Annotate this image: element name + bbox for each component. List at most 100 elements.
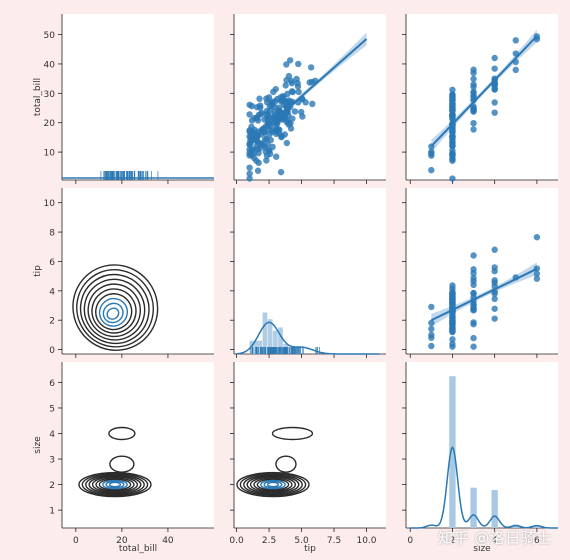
panel-background — [406, 362, 558, 528]
scatter-point — [295, 60, 302, 68]
scatter-point — [289, 88, 297, 96]
scatter-point — [512, 37, 519, 44]
scatter-point — [449, 282, 456, 289]
scatter-point — [265, 94, 273, 101]
panel-total_bill-vs-size — [402, 14, 558, 184]
scatter-point — [470, 289, 477, 297]
scatter-point — [283, 61, 290, 68]
scatter-point — [270, 88, 277, 96]
y-tick-label: 40 — [44, 60, 56, 70]
scatter-point — [428, 319, 435, 327]
kde-contour — [249, 476, 297, 493]
scatter-point — [491, 86, 498, 93]
panel-total_bill-vs-tip — [230, 14, 386, 184]
x-axis-label-tip: tip — [304, 544, 316, 554]
regression-line — [248, 38, 368, 143]
y-tick-label: 8 — [49, 229, 55, 239]
y-tick-label: 50 — [44, 31, 56, 41]
regression-line — [430, 35, 538, 147]
y-tick-label: 6 — [49, 379, 55, 389]
scatter-point — [256, 102, 264, 109]
scatter-point — [266, 103, 273, 110]
y-tick-label: 10 — [44, 199, 56, 209]
scatter-point — [272, 97, 279, 105]
scatter-point — [246, 164, 253, 171]
y-tick-label: 2 — [49, 317, 55, 327]
scatter-point — [294, 79, 301, 87]
scatter-point — [278, 132, 286, 140]
scatter-point — [512, 66, 519, 74]
scatter-point — [491, 246, 498, 253]
scatter-point — [449, 113, 456, 120]
scatter-point — [491, 315, 498, 322]
kde-contour — [108, 426, 136, 441]
scatter-point — [273, 153, 280, 160]
scatter-point — [449, 147, 456, 154]
panel-tip-vs-total_bill: 0 2 4 6 8 10 tip — [33, 188, 214, 358]
x-tick-label: 40 — [162, 536, 174, 546]
scatter-point — [309, 100, 316, 108]
scatter-point — [261, 116, 268, 123]
kde-contour — [98, 297, 129, 327]
kde-contour — [102, 479, 128, 490]
histogram-bar — [278, 327, 283, 354]
histogram-bar — [470, 487, 477, 528]
scatter-point — [470, 92, 477, 100]
histogram-bar — [533, 525, 541, 528]
scatter-point — [263, 157, 270, 164]
scatter-point — [470, 108, 477, 115]
scatter-point — [428, 325, 435, 333]
kde-contour — [256, 478, 290, 491]
scatter-point — [449, 175, 456, 182]
y-tick-label: 30 — [44, 90, 56, 100]
panel-size-vs-total_bill: 1 2 3 4 5 6 0 20 40 size total_bill — [33, 362, 214, 554]
x-axis-label-size: size — [473, 544, 491, 554]
scatter-point — [449, 291, 456, 299]
kde-contour — [266, 481, 280, 488]
scatter-point — [295, 88, 302, 96]
kde-contour — [260, 479, 286, 490]
x-tick-label: 4 — [492, 536, 498, 546]
x-tick-label: 20 — [116, 536, 128, 546]
scatter-point — [491, 109, 498, 116]
x-tick-label: 0.0 — [229, 536, 244, 546]
x-tick-label: 7.5 — [327, 536, 341, 546]
scatter-point — [491, 290, 498, 297]
scatter-point — [491, 305, 498, 312]
scatter-point — [246, 146, 253, 153]
y-tick-label: 2 — [49, 481, 55, 491]
scatter-point — [470, 75, 477, 83]
panel-background — [234, 188, 386, 354]
kde-contour — [253, 477, 293, 492]
scatter-point — [273, 128, 280, 135]
regression-line — [430, 267, 538, 322]
scatter-point — [491, 54, 498, 62]
scatter-point — [254, 167, 262, 174]
kde-contour — [87, 283, 142, 338]
scatter-point — [470, 66, 477, 73]
scatter-point — [470, 334, 477, 342]
scatter-point — [470, 281, 477, 289]
scatter-point — [449, 318, 456, 325]
scatter-point — [248, 151, 256, 159]
scatter-point — [470, 252, 477, 259]
kde-curve — [236, 321, 380, 355]
scatter-point — [246, 170, 253, 177]
scatter-point — [449, 86, 456, 94]
panel-size-vs-size: 0 2 4 6 size — [402, 362, 558, 554]
scatter-point — [449, 132, 456, 139]
scatter-point — [533, 275, 541, 282]
scatter-point — [533, 233, 541, 241]
y-tick-label: 10 — [44, 149, 56, 159]
kde-contour — [106, 307, 120, 320]
kde-contour — [95, 477, 135, 492]
kde-contour — [239, 472, 307, 497]
scatter-point — [260, 142, 268, 149]
scatter-point — [277, 168, 285, 176]
panel-background — [62, 362, 214, 528]
scatter-point — [288, 79, 296, 87]
scatter-point — [533, 270, 541, 277]
watermark-text: 知乎 @洛日骑士 — [438, 529, 552, 547]
kde-contour — [236, 471, 310, 498]
